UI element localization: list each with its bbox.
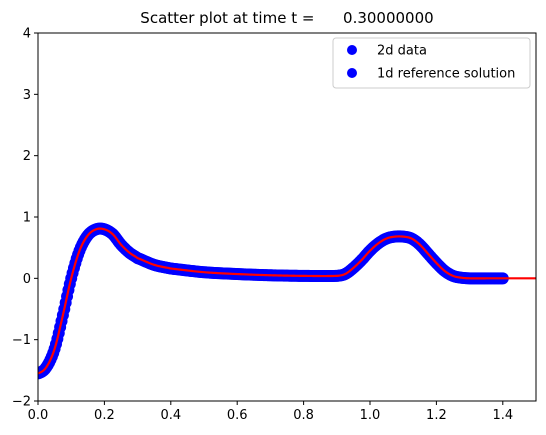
legend-label: 1d reference solution <box>377 67 515 82</box>
x-tick-label: 0.2 <box>94 408 115 423</box>
legend-marker <box>347 45 357 55</box>
series-1d-reference-line <box>38 227 536 375</box>
y-tick-label: 1 <box>23 211 31 226</box>
x-tick-label: 1.0 <box>360 408 381 423</box>
axes: 0.0 0.2 0.4 0.6 0.8 1.0 1.2 1.4 −2 −1 0 1 2 3 4 <box>12 27 537 423</box>
plot-area <box>38 222 536 380</box>
y-tick-label: 2 <box>23 149 31 164</box>
y-tick-label: −1 <box>12 333 31 348</box>
x-tick-label: 0.8 <box>293 408 314 423</box>
x-tick-label: 0.6 <box>227 408 248 423</box>
x-tick-label: 1.2 <box>426 408 447 423</box>
chart-title: Scatter plot at time t = 0.30000000 <box>140 9 433 27</box>
y-tick-label: 3 <box>23 88 31 103</box>
legend-marker <box>347 68 357 78</box>
legend-label: 2d data <box>377 44 427 59</box>
y-tick-label: 0 <box>23 272 31 287</box>
y-tick-label: −2 <box>12 395 31 410</box>
legend-box <box>332 37 531 89</box>
legend: 2d data 1d reference solution <box>332 37 531 89</box>
x-tick-label: 0.0 <box>28 408 49 423</box>
series-2d-data <box>38 222 509 380</box>
x-tick-label: 1.4 <box>492 408 513 423</box>
y-tick-label: 4 <box>23 27 31 42</box>
x-tick-label: 0.4 <box>160 408 181 423</box>
